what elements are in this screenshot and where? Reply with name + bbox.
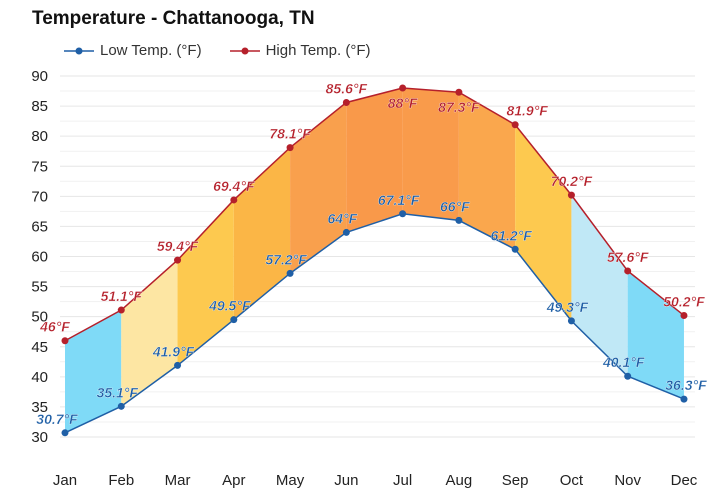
range-band xyxy=(65,310,122,433)
high-point xyxy=(230,196,238,204)
low-data-label: 49.5°F xyxy=(208,298,251,314)
x-tick-label: Jul xyxy=(393,472,412,489)
high-data-label: 88°F xyxy=(388,95,418,111)
y-tick-label: 55 xyxy=(31,279,48,296)
high-data-label: 87.3°F xyxy=(438,99,480,115)
x-tick-label: Oct xyxy=(560,472,584,489)
y-tick-label: 30 xyxy=(31,429,48,446)
range-band xyxy=(233,147,291,320)
low-point xyxy=(61,429,69,437)
y-tick-label: 60 xyxy=(31,249,48,266)
y-tick-label: 35 xyxy=(31,399,48,416)
high-data-label: 70.2°F xyxy=(551,173,593,189)
high-data-label: 51.1°F xyxy=(101,288,143,304)
low-data-label: 40.1°F xyxy=(602,354,645,370)
x-tick-label: Jan xyxy=(53,472,77,489)
x-tick-label: Apr xyxy=(222,472,245,489)
range-band xyxy=(121,260,178,407)
low-data-label: 66°F xyxy=(440,198,470,214)
y-tick-label: 90 xyxy=(31,68,48,85)
legend-low[interactable]: Low Temp. (°F) xyxy=(64,42,202,59)
low-data-label: 61.2°F xyxy=(490,227,532,243)
x-tick-label: May xyxy=(276,472,305,489)
low-data-label: 57.2°F xyxy=(265,251,307,267)
low-point xyxy=(117,402,125,410)
y-tick-label: 75 xyxy=(31,158,48,175)
legend-high-marker xyxy=(229,47,260,54)
y-tick-label: 65 xyxy=(31,218,48,235)
low-line xyxy=(64,213,685,434)
range-band xyxy=(515,124,572,321)
high-data-label: 69.4°F xyxy=(213,178,255,194)
x-tick-label: Mar xyxy=(165,472,191,489)
high-data-label: 81.9°F xyxy=(506,103,548,119)
high-point xyxy=(511,121,519,129)
high-point xyxy=(455,88,463,96)
low-point xyxy=(567,317,575,325)
high-point xyxy=(567,191,575,199)
legend-low-marker xyxy=(64,47,94,54)
low-data-label: 35.1°F xyxy=(97,384,139,400)
y-tick-label: 50 xyxy=(31,309,48,326)
high-data-label: 46°F xyxy=(39,319,70,335)
low-point xyxy=(511,245,519,253)
low-point xyxy=(342,228,350,236)
legend-high[interactable]: High Temp. (°F) xyxy=(229,42,371,59)
x-tick-label: Jun xyxy=(334,472,358,489)
high-point xyxy=(342,98,350,106)
high-line xyxy=(64,87,685,342)
range-band xyxy=(458,92,516,250)
high-point xyxy=(399,84,407,92)
low-data-label: 67.1°F xyxy=(378,192,420,208)
x-tick-label: Feb xyxy=(108,472,134,489)
range-band xyxy=(346,88,403,233)
high-data-label: 50.2°F xyxy=(663,293,705,309)
low-point xyxy=(624,372,632,380)
high-data-label: 85.6°F xyxy=(326,80,368,96)
high-point xyxy=(624,267,632,275)
high-data-label: 78.1°F xyxy=(269,126,311,142)
y-tick-label: 40 xyxy=(31,369,48,386)
x-tick-label: Aug xyxy=(446,472,473,489)
low-data-label: 30.7°F xyxy=(36,411,78,427)
high-point xyxy=(174,256,182,264)
high-data-label: 59.4°F xyxy=(157,238,199,254)
range-band xyxy=(402,88,459,221)
low-point xyxy=(680,395,688,403)
low-point xyxy=(399,210,407,218)
high-point xyxy=(117,306,125,314)
high-point xyxy=(286,144,294,152)
range-band xyxy=(290,102,347,274)
x-tick-label: Sep xyxy=(502,472,529,489)
range-band xyxy=(177,199,234,366)
high-data-label: 57.6°F xyxy=(607,249,649,265)
high-point xyxy=(61,337,69,345)
low-data-label: 64°F xyxy=(327,210,357,226)
low-point xyxy=(174,361,182,369)
low-point xyxy=(286,269,294,277)
low-data-label: 36.3°F xyxy=(665,377,707,393)
chart-title: Temperature - Chattanooga, TN xyxy=(32,8,315,29)
low-data-label: 41.9°F xyxy=(152,343,195,359)
y-tick-label: 70 xyxy=(31,188,48,205)
low-point xyxy=(230,316,238,324)
range-band xyxy=(571,195,628,377)
y-tick-label: 80 xyxy=(31,128,48,145)
y-tick-label: 45 xyxy=(31,339,48,356)
legend: Low Temp. (°F) High Temp. (°F) xyxy=(64,42,371,59)
legend-high-label: High Temp. (°F) xyxy=(265,42,371,59)
range-band xyxy=(627,270,684,400)
low-data-label: 49.3°F xyxy=(546,299,589,315)
x-tick-label: Nov xyxy=(614,472,641,489)
low-point xyxy=(455,216,463,224)
y-tick-label: 85 xyxy=(31,98,48,115)
x-tick-label: Dec xyxy=(671,472,698,489)
high-point xyxy=(680,311,688,319)
legend-low-label: Low Temp. (°F) xyxy=(100,42,202,59)
